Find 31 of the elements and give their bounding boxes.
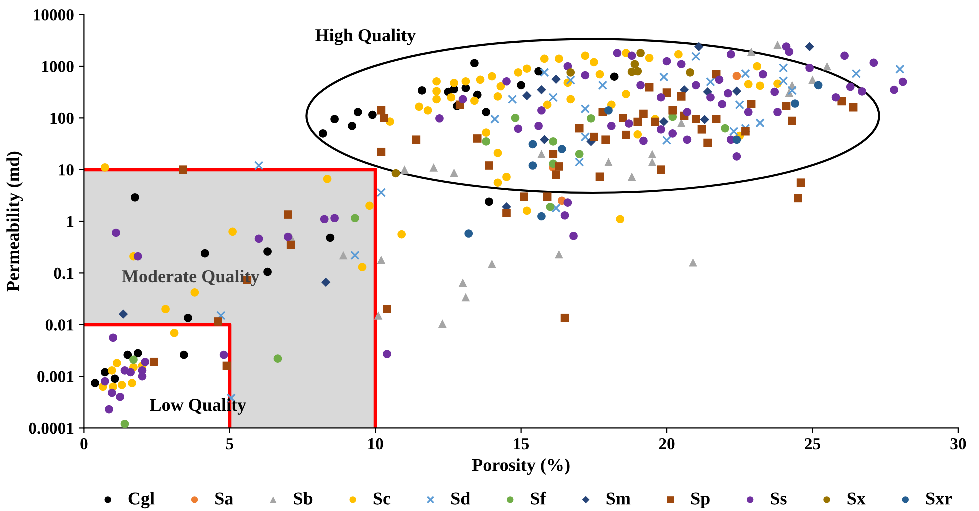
y-tick-label: 10000 — [34, 10, 74, 21]
x-tick-label: 5 — [226, 438, 234, 450]
y-tick-label: 10 — [59, 164, 74, 176]
annotation: Moderate Quality — [122, 270, 260, 286]
legend-label: Ss — [771, 492, 787, 505]
y-tick-label: 100 — [50, 112, 74, 124]
legend-label: Sp — [692, 492, 710, 508]
y-tick-label: 0.01 — [46, 320, 74, 331]
legend-label: Sb — [294, 492, 313, 505]
x-tick-label: 20 — [659, 438, 675, 450]
x-tick-label: 25 — [805, 438, 820, 450]
x-tick-label: 30 — [950, 438, 966, 450]
x-tick-label: 0 — [80, 438, 88, 450]
legend-label: Sc — [374, 492, 391, 505]
x-axis-title: Porosity (%) — [472, 458, 570, 476]
legend-label: Sx — [848, 492, 866, 505]
x-tick-label: 10 — [368, 438, 384, 450]
legend-label: Sxr — [926, 492, 952, 505]
y-axis-title: Permeability (md) — [6, 152, 24, 292]
legend-label: Sa — [216, 492, 234, 505]
x-tick-label: 15 — [514, 438, 530, 450]
y-tick-label: 0.001 — [38, 371, 74, 383]
legend-label: Cgl — [128, 492, 155, 509]
y-tick-label: 1000 — [42, 61, 74, 72]
y-tick-label: 0.0001 — [29, 422, 74, 434]
y-tick-label: 1 — [67, 216, 74, 228]
legend-label: Sm — [606, 492, 631, 505]
legend-label: Sd — [452, 492, 470, 505]
legend-label: Sf — [531, 492, 546, 505]
y-tick-label: 0.1 — [54, 268, 74, 280]
annotation: High Quality — [316, 28, 416, 46]
